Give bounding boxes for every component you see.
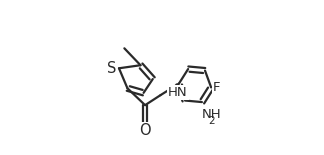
Text: NH: NH <box>202 108 222 121</box>
Text: HN: HN <box>168 86 188 99</box>
Text: F: F <box>213 81 220 94</box>
Text: O: O <box>139 123 151 138</box>
Text: S: S <box>107 61 116 76</box>
Text: 2: 2 <box>208 116 215 126</box>
